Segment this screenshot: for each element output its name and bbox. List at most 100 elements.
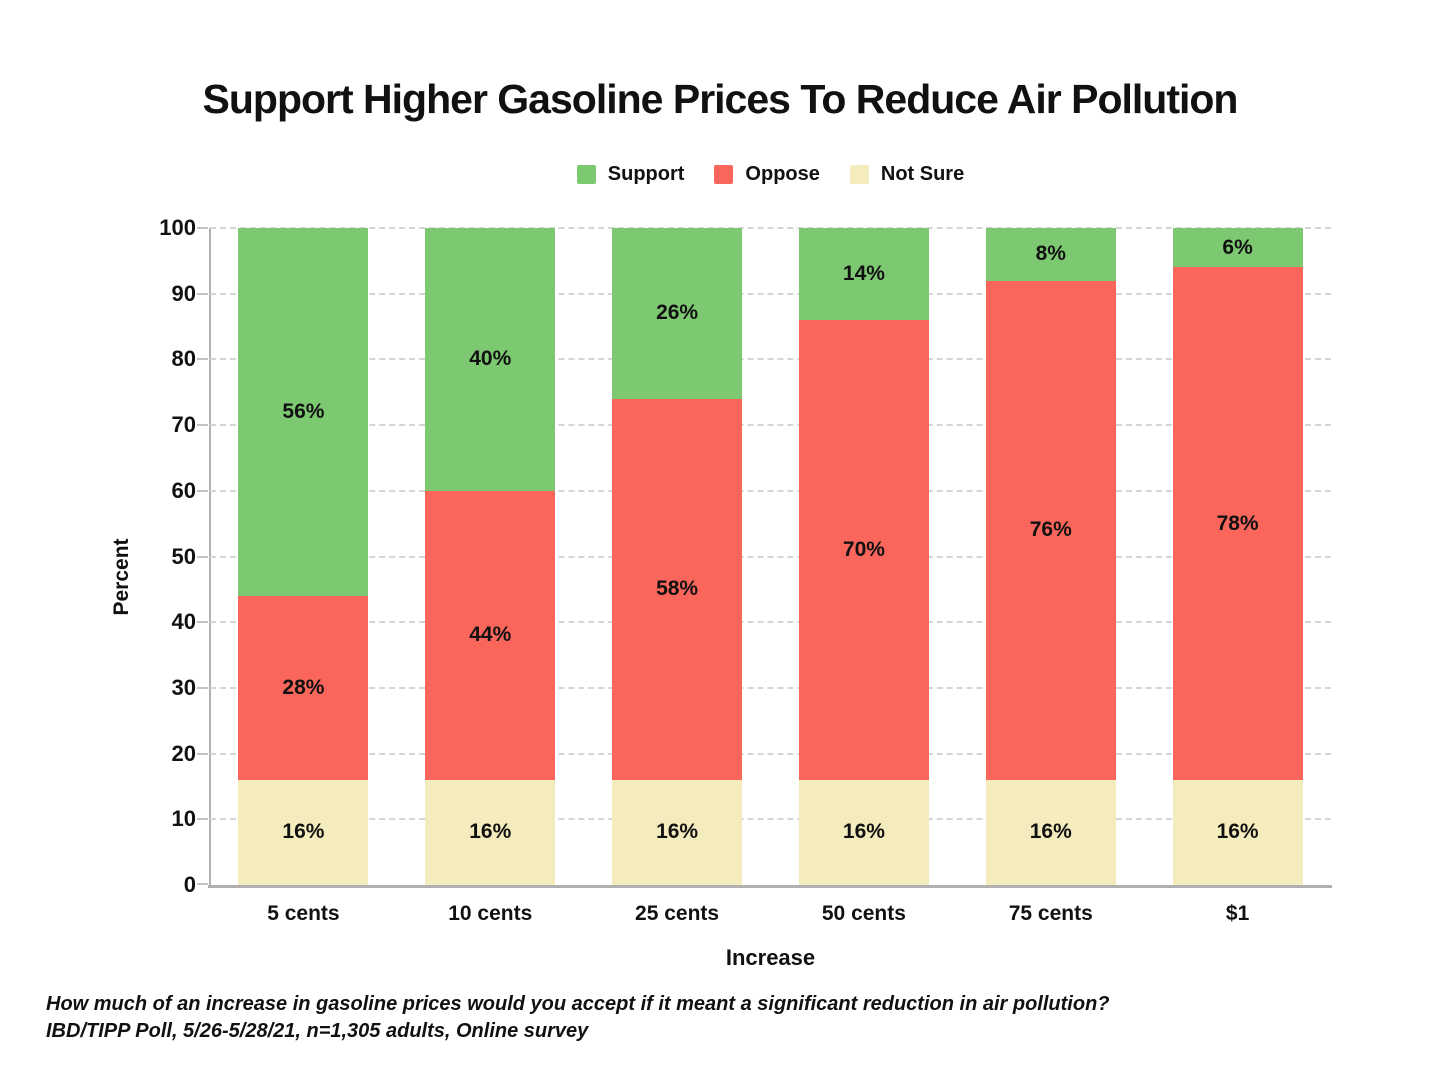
x-tick-label-10-cents: 10 cents [448,902,533,925]
legend-label: Not Sure [880,163,965,185]
bar-segment-label: 40% [469,347,512,371]
bar-segment-oppose: 44% [425,490,556,780]
bar-segment-support: 26% [612,228,743,399]
bar-segment-label: 78% [1216,511,1259,535]
legend-item-oppose: Oppose [714,163,820,186]
bar-segment-not-sure: 16% [798,779,929,885]
bar-segment-label: 6% [1222,235,1253,259]
y-tick-mark-80 [197,358,208,361]
bar-segment-not-sure: 16% [425,779,556,885]
bar-75-cents: 16% 76% 8% [985,228,1116,885]
y-tick-label-30: 30 [171,674,196,700]
y-tick-mark-40 [197,621,208,624]
x-tick-label--1: $1 [1225,902,1250,925]
legend-swatch-icon [849,165,869,184]
y-tick-mark-30 [197,686,208,689]
bar-segment-not-sure: 16% [238,779,369,885]
y-tick-label-60: 60 [171,477,196,503]
x-axis-title: Increase [725,945,816,970]
bar-segment-label: 14% [842,262,885,286]
gridline-40 [210,621,1331,624]
bar-segment-support: 6% [1172,228,1303,268]
bar-segment-label: 58% [656,577,699,601]
bar-segment-support: 56% [238,228,369,596]
bar--1: 16% 78% 6% [1172,228,1303,885]
y-tick-mark-10 [197,818,208,821]
y-axis-title: Percent [110,538,133,616]
gridline-30 [210,686,1331,689]
bar-segment-label: 16% [842,820,885,844]
bar-segment-label: 44% [469,623,512,647]
y-tick-label-20: 20 [171,740,196,766]
bar-segment-label: 70% [842,537,885,561]
bar-segment-oppose: 78% [1172,267,1303,780]
y-tick-mark-50 [197,555,208,558]
gridline-20 [210,752,1331,755]
gridline-10 [210,818,1331,821]
bar-segment-label: 56% [282,399,325,423]
bar-segment-label: 8% [1035,242,1066,266]
y-tick-labels: 0 10 20 30 40 50 60 70 80 90 100 [60,215,196,897]
bar-segment-oppose: 76% [985,280,1116,780]
bar-segment-oppose: 70% [798,320,929,780]
bar-segment-label: 16% [282,820,325,844]
bar-segment-label: 16% [469,820,512,844]
y-tick-mark-70 [197,424,208,427]
y-tick-label-90: 90 [171,280,196,306]
bar-segment-support: 14% [798,228,929,320]
gridline-70 [210,424,1331,427]
y-tick-label-40: 40 [171,609,196,635]
legend-swatch-icon [576,165,596,184]
bar-segment-label: 16% [1029,820,1072,844]
x-tick-label-5-cents: 5 cents [267,902,340,925]
bar-segment-not-sure: 16% [1172,779,1303,885]
gridline-100 [210,227,1331,229]
bar-10-cents: 16% 44% 40% [425,228,556,885]
gridline-90 [210,292,1331,295]
y-tick-label-100: 100 [159,215,196,240]
bar-segment-support: 40% [425,228,556,491]
y-tick-label-80: 80 [171,346,196,372]
bar-25-cents: 16% 58% 26% [612,228,743,885]
bar-segment-label: 28% [282,675,325,699]
bar-50-cents: 16% 70% 14% [798,228,929,885]
y-tick-mark-100 [197,227,208,229]
y-tick-label-50: 50 [171,543,196,569]
chart-title: Support Higher Gasoline Prices To Reduce… [202,76,1239,122]
plot-area: 16% 28% 56% 16% 44% 40% 16% 58% 26% 16% 70% 14% 16% 7… [197,227,1332,888]
bar-segment-label: 76% [1029,518,1072,542]
legend: Support Oppose Not Sure [210,163,1331,186]
bar-5-cents: 16% 28% 56% [238,228,369,885]
x-tick-labels: 5 cents 10 cents 25 cents 50 cents 75 cents $… [210,902,1331,932]
y-tick-label-0: 0 [183,872,196,897]
x-tick-label-25-cents: 25 cents [635,902,720,925]
gridline-50 [210,555,1331,558]
y-tick-label-10: 10 [171,806,196,832]
bar-segment-not-sure: 16% [612,779,743,885]
x-tick-label-75-cents: 75 cents [1008,902,1093,925]
gridline-80 [210,358,1331,361]
bar-segment-oppose: 28% [238,595,369,780]
y-tick-label-70: 70 [171,412,196,438]
y-tick-mark-20 [197,752,208,755]
bar-segment-label: 26% [656,301,699,325]
gridline-60 [210,489,1331,492]
y-tick-mark-60 [197,489,208,492]
x-axis-line [208,885,1332,888]
source-note: How much of an increase in gasoline pric… [46,991,1110,1045]
x-tick-label-50-cents: 50 cents [821,902,906,925]
footer-question: How much of an increase in gasoline pric… [46,993,1110,1015]
legend-label: Support [607,163,685,185]
bar-segment-support: 8% [985,228,1116,281]
bar-segment-label: 16% [1216,820,1259,844]
bar-segment-not-sure: 16% [985,779,1116,885]
legend-item-not-sure: Not Sure [849,163,965,186]
bar-segment-label: 16% [656,820,699,844]
y-tick-mark-90 [197,292,208,295]
y-tick-mark-0 [197,883,208,885]
footer-source: IBD/TIPP Poll, 5/26-5/28/21, n=1,305 adu… [46,1020,589,1042]
legend-swatch-icon [714,165,734,184]
legend-item-support: Support [576,163,685,186]
legend-label: Oppose [745,163,820,185]
